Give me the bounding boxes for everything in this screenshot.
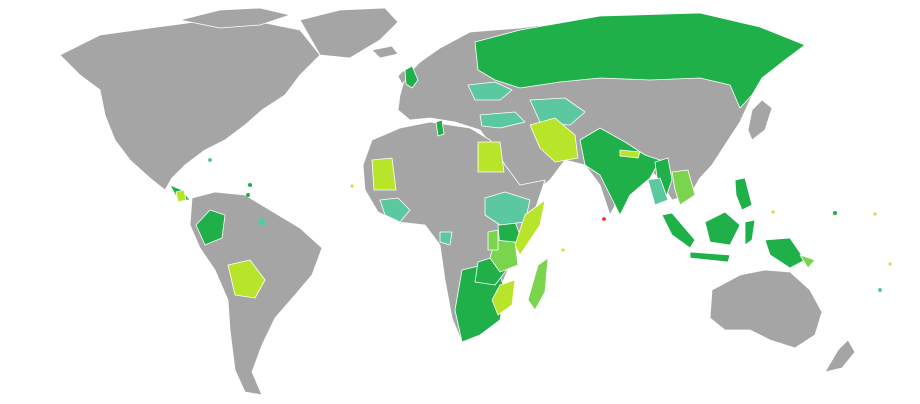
central-asia[interactable] — [529, 97, 586, 126]
mozambique[interactable] — [491, 279, 516, 316]
egypt[interactable] — [477, 141, 505, 173]
papua-new-guinea[interactable] — [764, 237, 806, 269]
india-pakistan[interactable] — [579, 127, 661, 216]
pacific-island[interactable] — [878, 288, 882, 292]
philippines[interactable] — [734, 177, 753, 211]
bangladesh-region[interactable] — [647, 177, 669, 206]
caribbean-islands[interactable] — [246, 193, 250, 197]
west-africa[interactable] — [379, 197, 411, 223]
caribbean-island[interactable] — [208, 158, 212, 162]
angola-coast[interactable] — [439, 231, 453, 246]
nicaragua[interactable] — [175, 189, 187, 203]
guyana[interactable] — [258, 218, 266, 226]
pacific-island[interactable] — [771, 210, 775, 214]
united-kingdom[interactable] — [404, 65, 419, 89]
tunisia[interactable] — [435, 119, 445, 137]
iceland[interactable] — [371, 45, 399, 59]
australia[interactable] — [709, 269, 823, 349]
japan[interactable] — [747, 99, 773, 141]
indonesia-java[interactable] — [689, 251, 731, 263]
nepal[interactable] — [619, 149, 641, 159]
mauritania[interactable] — [371, 157, 397, 191]
teal-regions — [208, 81, 882, 292]
seychelles[interactable] — [561, 248, 565, 252]
arctic-islands[interactable] — [179, 7, 291, 29]
colombia-ecuador[interactable] — [195, 209, 226, 246]
somalia[interactable] — [514, 199, 546, 256]
indonesia-sumatra[interactable] — [661, 212, 696, 249]
dr-congo-east[interactable] — [487, 229, 499, 251]
highlighted-location-marker[interactable] — [602, 217, 606, 221]
caribbean-islands[interactable] — [248, 183, 252, 187]
ukraine-region[interactable] — [467, 81, 513, 101]
north-america[interactable] — [59, 19, 321, 191]
greenland[interactable] — [299, 7, 399, 59]
thailand-laos[interactable] — [671, 169, 696, 206]
pacific-island[interactable] — [833, 211, 837, 215]
russia[interactable] — [474, 12, 806, 109]
cape-verde[interactable] — [350, 184, 354, 188]
new-zealand[interactable] — [824, 339, 856, 373]
bolivia[interactable] — [227, 259, 266, 299]
pacific-island[interactable] — [873, 212, 877, 216]
sulawesi[interactable] — [744, 219, 756, 246]
iran[interactable] — [529, 117, 579, 163]
solomon-islands[interactable] — [799, 254, 816, 269]
borneo[interactable] — [704, 211, 741, 246]
pacific-island[interactable] — [888, 262, 892, 266]
turkey[interactable] — [479, 111, 526, 129]
madagascar[interactable] — [527, 257, 549, 311]
light-green-regions — [175, 117, 892, 316]
mid-green-regions — [487, 169, 816, 311]
